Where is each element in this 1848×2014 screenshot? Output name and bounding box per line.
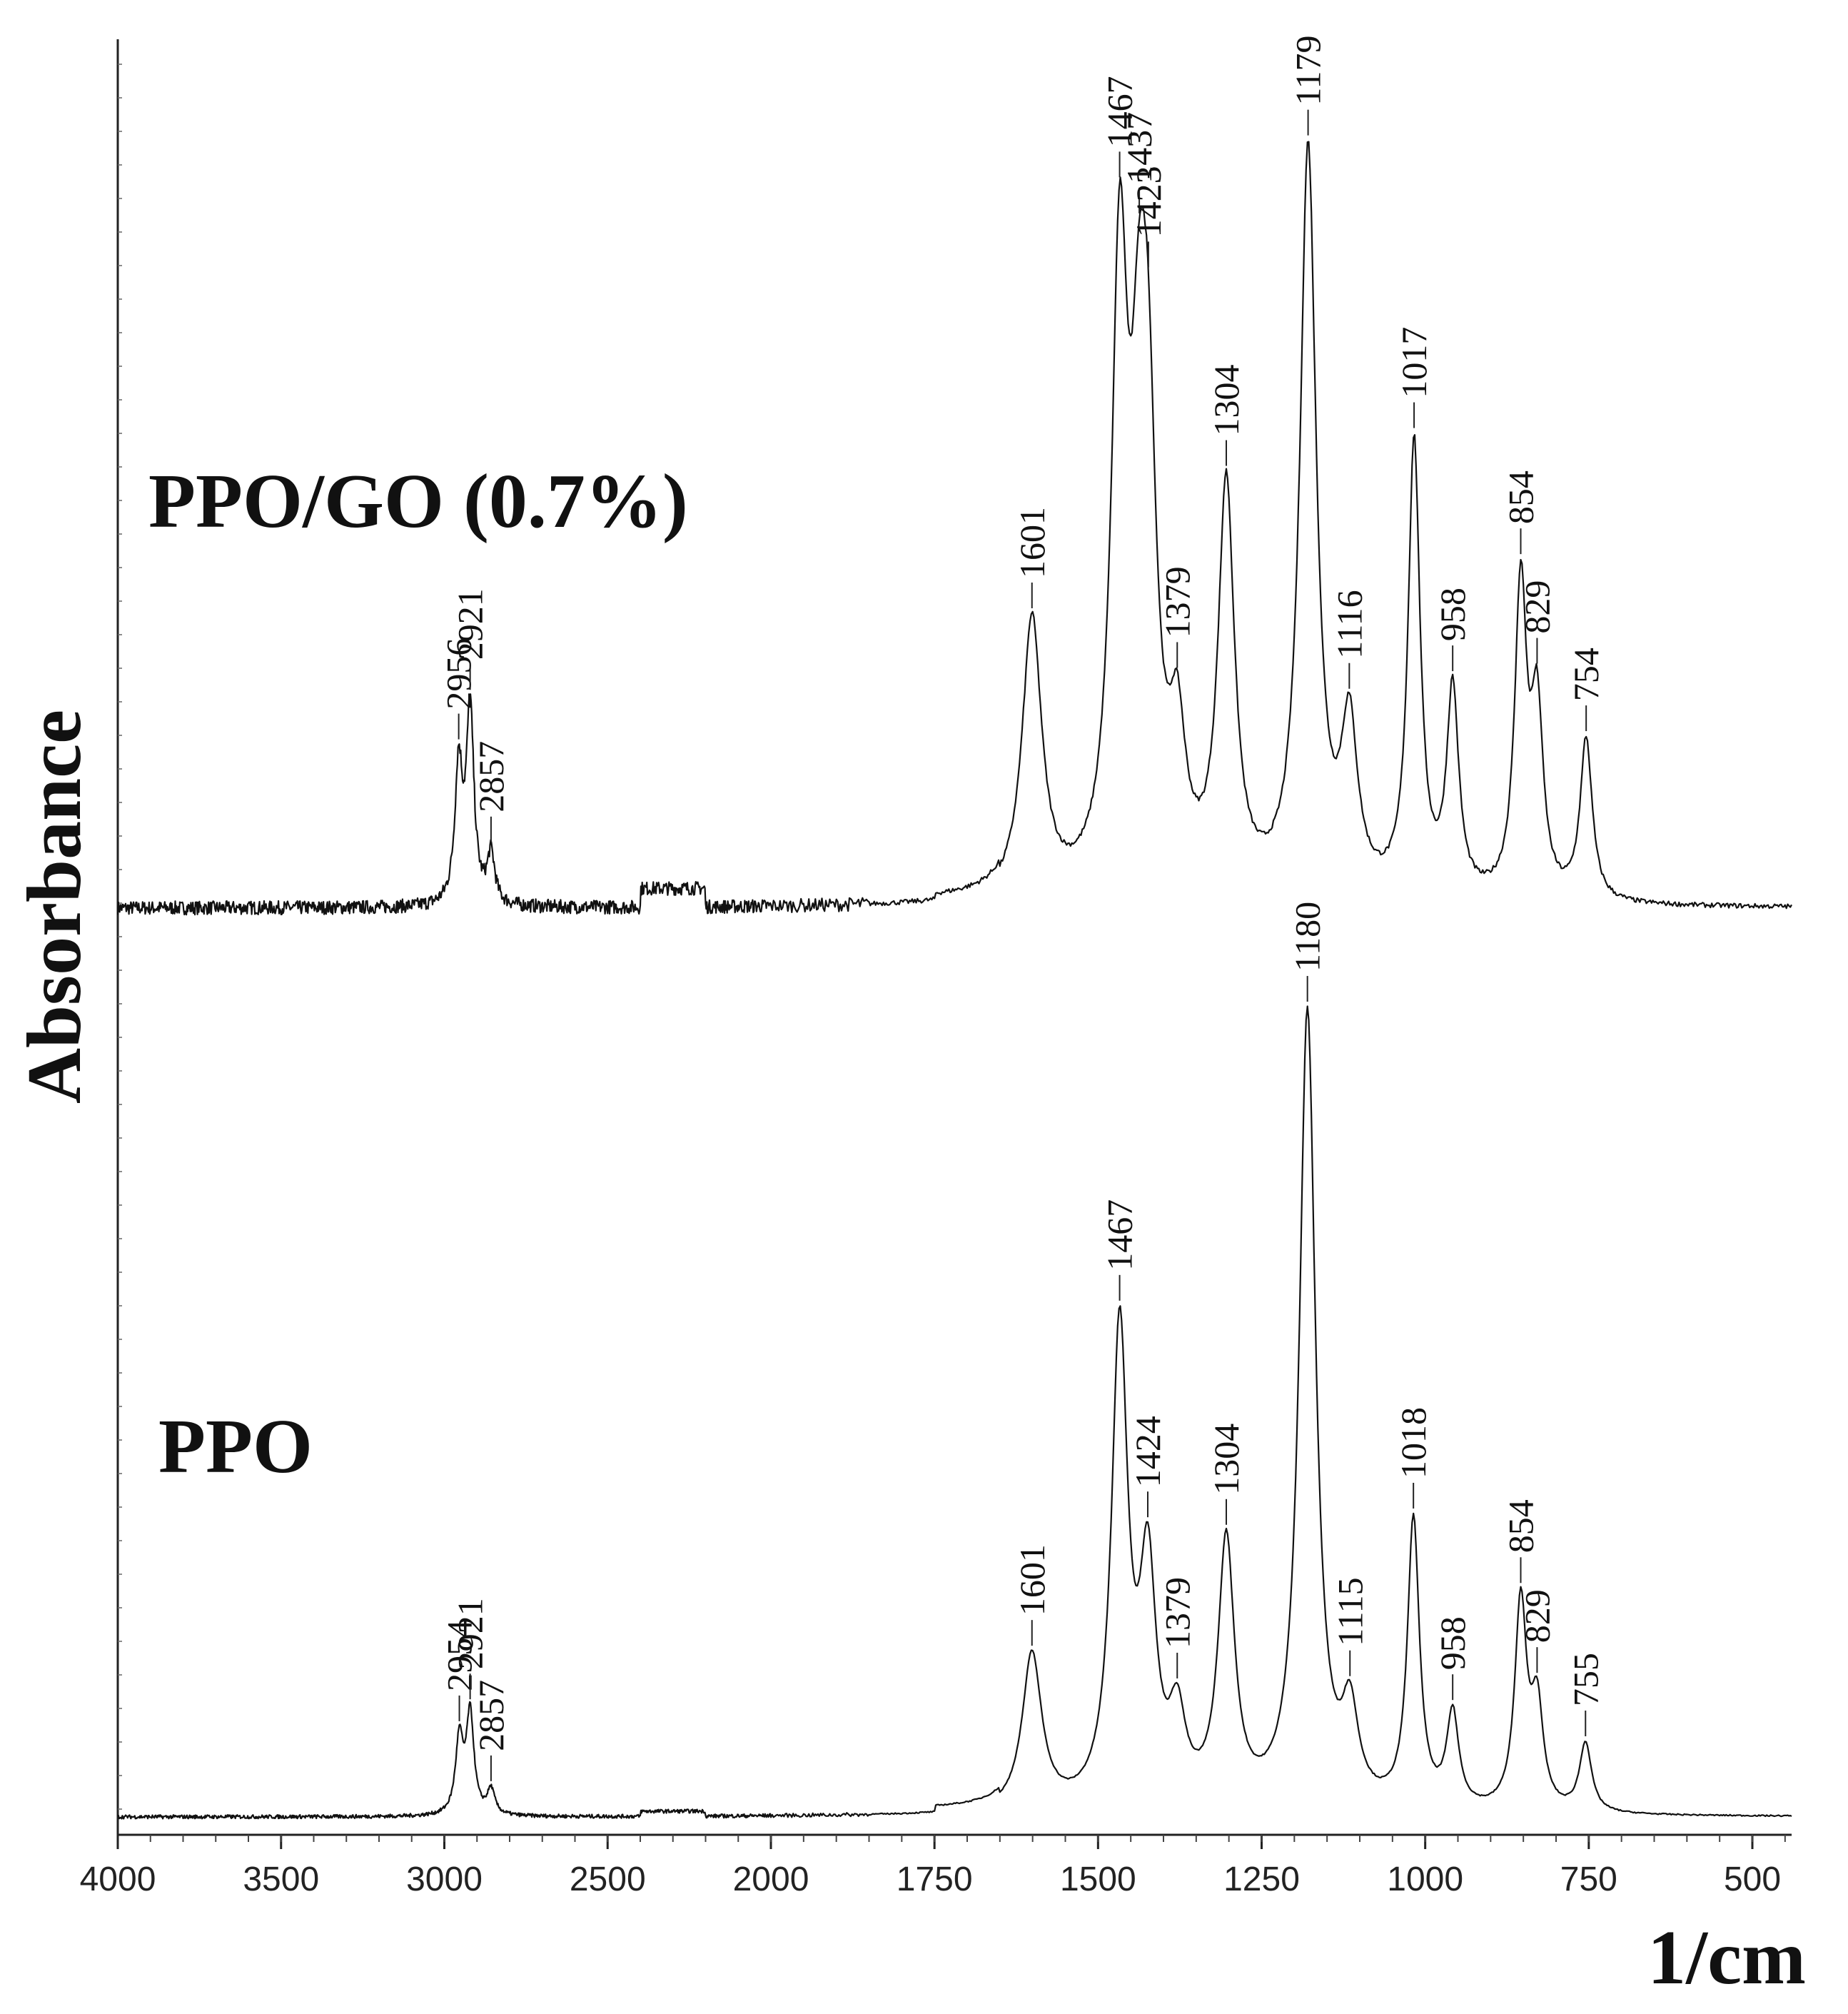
peak-label-829: 829: [1517, 1589, 1557, 1643]
peak-annotations: 2956292128571601146714371423137913041179…: [439, 35, 1606, 1781]
peak-label-1115: 1115: [1330, 1577, 1370, 1646]
y-axis: [116, 39, 122, 1835]
peak-label-854: 854: [1501, 470, 1541, 524]
peak-label-1179: 1179: [1288, 35, 1328, 105]
peak-label-1379: 1379: [1157, 1577, 1197, 1648]
x-tick-label-3000: 3000: [406, 1861, 483, 1898]
peak-label-1437: 1437: [1119, 112, 1159, 183]
peak-label-1423: 1423: [1129, 166, 1168, 237]
x-tick-label-2000: 2000: [733, 1861, 809, 1898]
x-tick-label-500: 500: [1724, 1861, 1781, 1898]
peak-label-1379: 1379: [1157, 566, 1197, 638]
x-tick-label-4000: 4000: [80, 1861, 156, 1898]
series-label-ppo: PPO: [158, 1404, 313, 1489]
spectrum-line-ppo-go: [116, 141, 1792, 916]
x-axis-title: 1/cm: [1647, 1915, 1806, 2000]
y-axis-title: Absorbance: [12, 710, 97, 1104]
peak-label-2921: 2921: [450, 1598, 490, 1669]
peak-label-2956: 2956: [439, 638, 479, 710]
spectrum-line-ppo: [117, 1005, 1792, 1820]
spectra-layer: [116, 141, 1792, 1820]
peak-label-1304: 1304: [1206, 1424, 1246, 1495]
peak-label-1467: 1467: [1100, 1199, 1140, 1271]
peak-label-958: 958: [1433, 588, 1473, 641]
peak-label-1116: 1116: [1329, 590, 1369, 658]
peak-label-1018: 1018: [1393, 1407, 1433, 1479]
peak-label-755: 755: [1565, 1653, 1605, 1706]
peak-label-1180: 1180: [1288, 902, 1328, 972]
y-axis-minor-ticks: [118, 64, 122, 1810]
x-axis-ticks: 4000 3500 3000 2500 2000 1750 1500 1250 1000 750 5…: [80, 1835, 1786, 1898]
x-tick-label-1750: 1750: [897, 1861, 973, 1898]
peak-label-829: 829: [1517, 580, 1557, 634]
x-tick-label-1250: 1250: [1223, 1861, 1300, 1898]
peak-label-854: 854: [1501, 1499, 1541, 1553]
peak-label-1467: 1467: [1100, 76, 1140, 147]
peak-label-1601: 1601: [1012, 507, 1052, 578]
peak-label-2921: 2921: [450, 588, 490, 660]
peak-label-2857: 2857: [471, 1680, 511, 1751]
peak-label-1601: 1601: [1012, 1544, 1052, 1616]
x-tick-label-750: 750: [1560, 1861, 1617, 1898]
x-tick-label-2500: 2500: [570, 1861, 646, 1898]
peak-label-1017: 1017: [1394, 327, 1434, 398]
peak-label-1304: 1304: [1206, 365, 1246, 436]
peak-label-754: 754: [1566, 648, 1606, 701]
peak-label-958: 958: [1433, 1616, 1473, 1670]
peak-label-1424: 1424: [1128, 1416, 1168, 1487]
x-tick-label-1500: 1500: [1060, 1861, 1136, 1898]
x-tick-label-1000: 1000: [1387, 1861, 1463, 1898]
peak-label-2857: 2857: [471, 741, 511, 812]
x-tick-label-3500: 3500: [243, 1861, 319, 1898]
peak-label-2954: 2954: [440, 1620, 480, 1691]
series-label-ppo-go: PPO/GO (0.7%): [148, 459, 688, 544]
x-axis: 4000 3500 3000 2500 2000 1750 1500 1250 1000 750 5…: [80, 1833, 1792, 1898]
